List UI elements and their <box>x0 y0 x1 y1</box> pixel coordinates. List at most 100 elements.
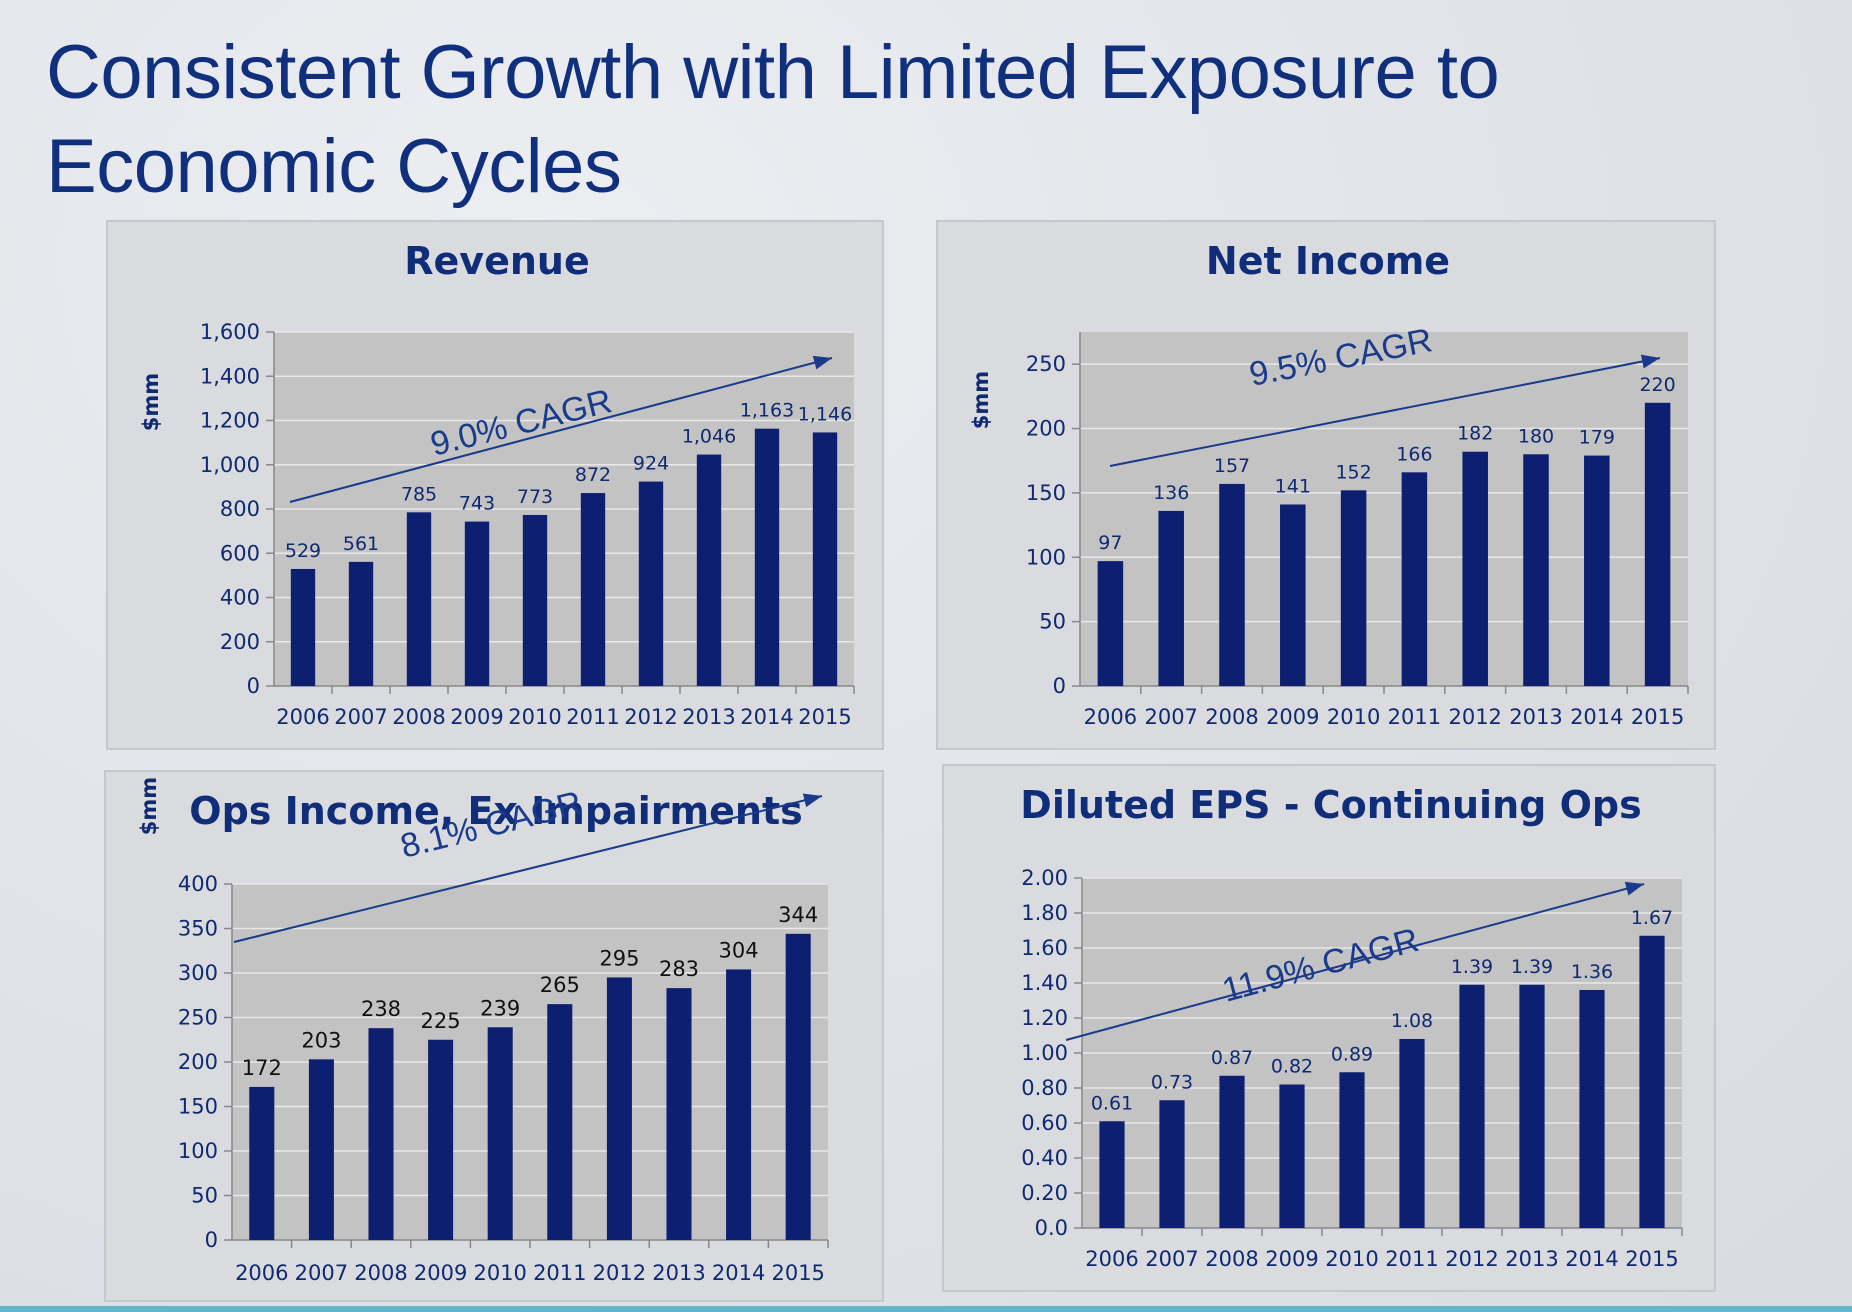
arrow-head-icon <box>1624 881 1644 896</box>
data-label: 1.39 <box>1511 956 1553 978</box>
data-label: 239 <box>480 996 520 1020</box>
bar <box>428 1039 454 1240</box>
y-tick-label: 1,200 <box>200 409 260 433</box>
chart-title: Net Income <box>1206 239 1450 283</box>
data-label: 141 <box>1275 475 1311 497</box>
data-label: 220 <box>1639 374 1675 396</box>
data-label: 1.08 <box>1391 1010 1433 1032</box>
data-label: 1,163 <box>740 400 794 422</box>
x-tick-label: 2010 <box>508 705 561 729</box>
x-tick-label: 2015 <box>771 1261 824 1285</box>
bar <box>1159 1100 1185 1228</box>
data-label: 924 <box>633 453 669 475</box>
data-label: 1,046 <box>682 426 736 448</box>
arrow-head-icon <box>1640 354 1660 369</box>
y-tick-label: 0.80 <box>1021 1076 1068 1100</box>
cagr-trend-arrow <box>289 357 833 503</box>
y-tick-label: 100 <box>178 1139 218 1163</box>
bar <box>638 481 664 686</box>
bar <box>1584 455 1610 686</box>
x-tick-label: 2009 <box>450 705 503 729</box>
bar <box>487 1027 513 1240</box>
x-tick-label: 2014 <box>712 1261 765 1285</box>
data-label: 785 <box>401 483 437 505</box>
x-tick-label: 2009 <box>1266 705 1319 729</box>
revenue-chart: Revenue $mm 0 200 400 600 800 1,000 1,200 1,400 1,… <box>139 239 855 729</box>
y-tick-label: 200 <box>1026 417 1066 441</box>
ops-income-chart-panel: Ops Income, Ex Impairments $mm 0 50 100 150 20… <box>104 770 884 1302</box>
bar <box>522 514 548 686</box>
bar <box>1644 402 1671 686</box>
x-tick-label: 2013 <box>1509 705 1562 729</box>
bar <box>368 1028 394 1240</box>
x-tick-label: 2007 <box>295 1261 348 1285</box>
bar <box>1280 504 1306 686</box>
data-label: 166 <box>1396 443 1432 465</box>
data-label: 1.67 <box>1631 907 1673 929</box>
data-label: 0.61 <box>1091 1092 1133 1114</box>
data-label: 172 <box>242 1056 282 1080</box>
x-tick-label: 2011 <box>566 705 619 729</box>
bar <box>785 933 811 1240</box>
y-tick-label: 250 <box>1026 352 1066 376</box>
y-tick-label: 0.40 <box>1021 1146 1068 1170</box>
data-label: 1.39 <box>1451 956 1493 978</box>
bar <box>1399 1039 1425 1228</box>
arrow-head-icon <box>802 793 822 808</box>
bar <box>1279 1084 1305 1228</box>
chart-title: Diluted EPS - Continuing Ops <box>1020 783 1641 827</box>
x-tick-label: 2010 <box>1327 705 1380 729</box>
data-label: 743 <box>459 493 495 515</box>
y-tick-label: 100 <box>1026 545 1066 569</box>
data-label: 157 <box>1214 455 1250 477</box>
y-tick-label: 50 <box>1039 610 1066 634</box>
x-tick-label: 2007 <box>1145 1247 1198 1271</box>
slide-title: Consistent Growth with Limited Exposure … <box>46 30 1500 209</box>
bar <box>1523 454 1549 686</box>
y-tick-label: 150 <box>178 1095 218 1119</box>
bar <box>1219 483 1245 686</box>
x-tick-label: 2012 <box>1448 705 1501 729</box>
x-tick-label: 2013 <box>1505 1247 1558 1271</box>
y-tick-label: 0 <box>1053 674 1066 698</box>
y-axis-label: $mm <box>139 373 163 431</box>
bar <box>1339 1072 1365 1228</box>
x-tick-label: 2015 <box>798 705 851 729</box>
bar <box>308 1059 334 1240</box>
x-tick-label: 2007 <box>334 705 387 729</box>
x-tick-label: 2012 <box>1445 1247 1498 1271</box>
net-income-chart: Net Income $mm 0 50 100 150 200 250 97 2006 136 200… <box>969 239 1689 729</box>
y-tick-label: 1,400 <box>200 364 260 388</box>
y-tick-label: 400 <box>220 586 260 610</box>
x-tick-label: 2014 <box>740 705 793 729</box>
data-label: 180 <box>1518 425 1554 447</box>
x-tick-label: 2006 <box>276 705 329 729</box>
y-tick-label: 2.00 <box>1021 866 1068 890</box>
x-tick-label: 2015 <box>1625 1247 1678 1271</box>
y-tick-label: 1.00 <box>1021 1041 1068 1065</box>
data-label: 773 <box>517 486 553 508</box>
net-income-chart-panel: Net Income $mm 0 50 100 150 200 250 97 2006 136 200… <box>936 220 1716 750</box>
data-label: 344 <box>778 903 818 927</box>
y-tick-label: 250 <box>178 1006 218 1030</box>
bar <box>1097 561 1124 686</box>
bar <box>1459 984 1485 1228</box>
y-tick-label: 0 <box>205 1228 218 1252</box>
data-label: 304 <box>719 938 759 962</box>
data-label: 97 <box>1098 532 1122 554</box>
x-tick-label: 2008 <box>354 1261 407 1285</box>
x-tick-label: 2008 <box>1205 705 1258 729</box>
bar <box>1401 472 1428 686</box>
data-label: 136 <box>1153 482 1189 504</box>
y-tick-label: 600 <box>220 541 260 565</box>
x-tick-label: 2010 <box>473 1261 526 1285</box>
bar <box>580 493 606 686</box>
bar <box>1340 490 1367 686</box>
bar <box>726 969 752 1240</box>
cagr-trend-arrow <box>1065 883 1645 1041</box>
x-tick-label: 2014 <box>1570 705 1623 729</box>
diluted-eps-chart: Diluted EPS - Continuing Ops 0.0 0.20 0.40 0… <box>1020 783 1683 1271</box>
cagr-trend-arrow <box>1109 357 1661 467</box>
x-tick-label: 2012 <box>593 1261 646 1285</box>
arrow-head-icon <box>812 355 832 370</box>
